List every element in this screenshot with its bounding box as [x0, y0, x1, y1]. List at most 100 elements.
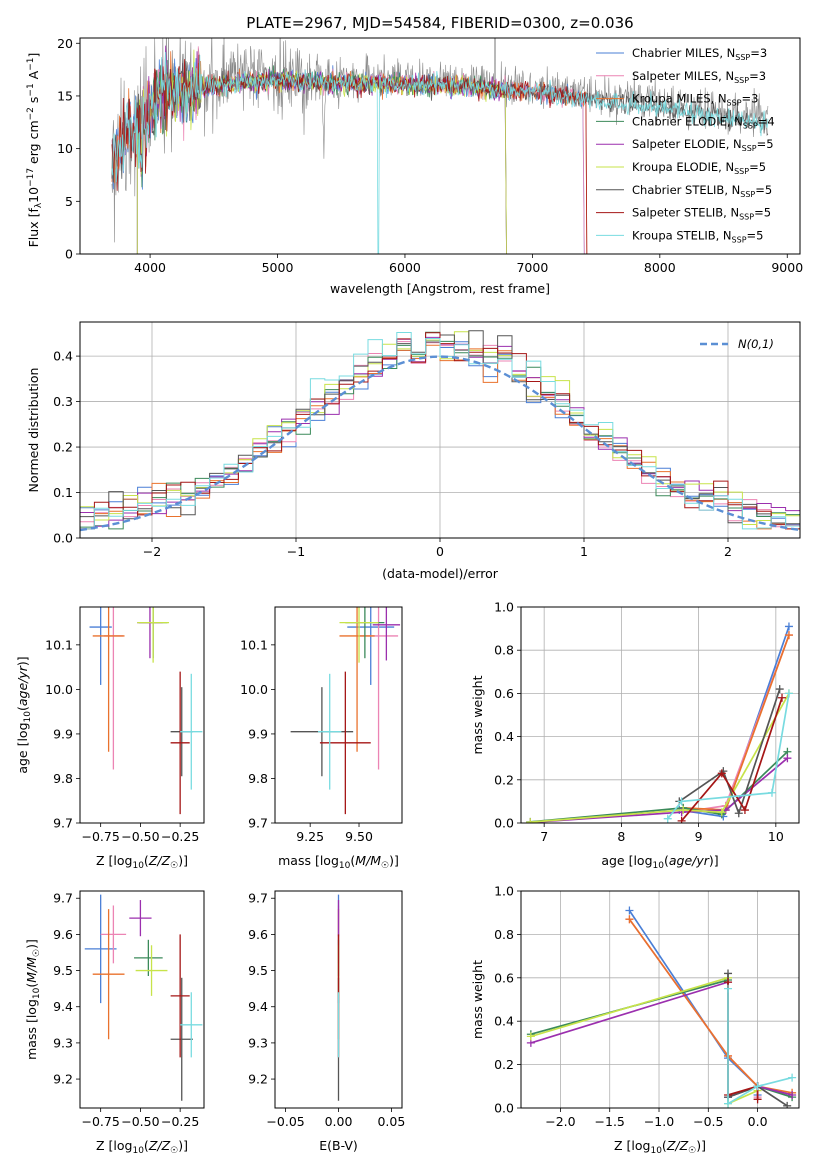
model-spectrum [111, 53, 769, 183]
x-tick-label: −0.50 [121, 829, 159, 844]
y-axis-label: mass weight [470, 675, 485, 754]
weight-marker [753, 1082, 762, 1091]
y-tick-label: 20 [57, 36, 73, 51]
age-vs-Z-plot-area [89, 607, 203, 815]
weight-marker [753, 1095, 762, 1104]
weight-marker [784, 631, 793, 640]
y-tick-label: 0.4 [53, 349, 73, 364]
errorbar-point [339, 607, 375, 752]
y-tick-label: 0.2 [494, 772, 514, 787]
weight-marker [775, 685, 784, 694]
y-tick-label: 0.6 [494, 686, 514, 701]
y-tick-label: 0.8 [494, 643, 514, 658]
axes-frame [79, 890, 205, 1109]
y-tick-label: 0.1 [53, 485, 73, 500]
x-tick-label: −0.05 [266, 1114, 304, 1129]
x-axis-label: Z [log10(Z/Z☉)] [96, 1138, 188, 1156]
y-tick-label: 10.0 [45, 682, 73, 697]
axes-frame [274, 890, 403, 1109]
x-axis-label: wavelength [Angstrom, rest frame] [330, 281, 550, 296]
y-tick-label: 9.9 [53, 726, 73, 741]
model-spectrum [111, 54, 588, 254]
errorbar-point [84, 894, 117, 1004]
weight-marker [740, 806, 749, 815]
weight-vs-Z-plot-area [521, 891, 799, 1108]
panel-age-vs-Z: −0.75 −0.50 −0.25 9.7 9.8 9.9 10.0 10.1 Z [log10… [15, 606, 205, 871]
axes-frame [79, 321, 801, 539]
weight-marker [677, 816, 686, 823]
weight-marker [724, 984, 733, 993]
legend-entry: Kroupa ELODIE, NSSP=5 [632, 160, 766, 176]
x-tick-label: 5000 [262, 260, 294, 275]
x-tick-label: 9.25 [296, 829, 324, 844]
weight-vs-age-plot-area [521, 607, 799, 823]
x-tick-label: 4000 [134, 260, 166, 275]
weight-marker [724, 969, 733, 978]
y-tick-label: 0.6 [494, 970, 514, 985]
weight-line [667, 693, 790, 820]
x-tick-label: 9.50 [345, 829, 373, 844]
axes-frame [274, 606, 403, 824]
x-tick-label: 1 [580, 544, 588, 559]
errorbar-point [170, 934, 190, 1058]
y-tick-label: 0.8 [494, 927, 514, 942]
legend-entry: Chabrier STELIB, NSSP=5 [632, 183, 772, 199]
weight-marker [788, 1090, 797, 1099]
errorbar-point [170, 671, 190, 815]
x-tick-label: 7000 [516, 260, 548, 275]
weight-marker [677, 797, 686, 806]
weight-marker [625, 906, 634, 915]
y-axis-label: mass [log10(M/M☉)] [24, 939, 42, 1060]
weight-marker [663, 814, 672, 823]
weight-marker [788, 1073, 797, 1082]
chart-title: PLATE=2967, MJD=54584, FIBERID=0300, z=0… [246, 14, 633, 32]
panel-mass-vs-Z: −0.75 −0.50 −0.25 9.2 9.3 9.4 9.5 9.6 9.7 Z [log1… [24, 890, 205, 1156]
y-tick-label: 0.4 [494, 729, 514, 744]
x-tick-label: 2 [724, 544, 732, 559]
y-tick-label: 9.2 [53, 1072, 73, 1087]
legend-entry: N(0,1) [738, 337, 774, 351]
age-vs-mass-plot-area [290, 607, 401, 815]
errorbar-point [170, 977, 193, 1101]
weight-marker [526, 818, 535, 823]
y-tick-label: 10.1 [45, 637, 73, 652]
y-tick-label: 10.0 [240, 682, 268, 697]
weight-line [628, 918, 793, 1094]
y-axis-label: mass weight [470, 960, 485, 1039]
y-tick-label: 9.7 [248, 816, 268, 831]
y-axis-label: Normed distribution [26, 368, 41, 493]
x-tick-label: 0.00 [325, 1114, 353, 1129]
y-tick-label: 0 [65, 247, 73, 262]
weight-marker [734, 809, 743, 818]
legend-entry: Salpeter ELODIE, NSSP=5 [632, 137, 774, 153]
x-tick-label: −1.5 [595, 1114, 625, 1129]
legend-entry: Salpeter MILES, NSSP=3 [632, 69, 766, 85]
x-tick-label: 9 [695, 829, 703, 844]
mass-vs-Z-plot-area [84, 894, 203, 1101]
x-axis-label: E(B-V) [319, 1138, 358, 1153]
panel-weight-vs-age: 7 8 9 10 0.0 0.2 0.4 0.6 0.8 1.0 age [log10(age/yr… [470, 600, 800, 871]
errorbar-point [135, 945, 168, 996]
y-tick-label: 9.3 [248, 1035, 268, 1050]
y-tick-label: 0.0 [494, 1101, 514, 1116]
x-axis-label: Z [log10(Z/Z☉)] [96, 853, 188, 871]
weight-marker [526, 1032, 535, 1041]
panel-mass-vs-ebv: −0.05 0.00 0.05 9.2 9.3 9.4 9.5 9.6 9.7 E(B-V) [248, 890, 405, 1153]
errorbar-point [319, 671, 371, 815]
weight-line [678, 688, 781, 816]
y-axis-label: Flux [fλ10−17 erg cm−2 s−1 A−1] [26, 53, 44, 248]
y-tick-label: 5 [65, 194, 73, 209]
x-tick-label: 6000 [389, 260, 421, 275]
model-spectrum [111, 51, 769, 254]
weight-marker [778, 693, 787, 702]
x-tick-label: −2 [143, 544, 161, 559]
x-tick-label: −1 [287, 544, 305, 559]
y-tick-label: 9.8 [248, 771, 268, 786]
y-tick-label: 0.2 [494, 1057, 514, 1072]
errorbar-point [180, 673, 203, 790]
errorbar-point [347, 607, 395, 685]
y-tick-label: 9.7 [53, 816, 73, 831]
x-tick-label: 0.0 [748, 1114, 768, 1129]
errorbar-point [129, 900, 152, 937]
errorbar-point [317, 673, 342, 790]
